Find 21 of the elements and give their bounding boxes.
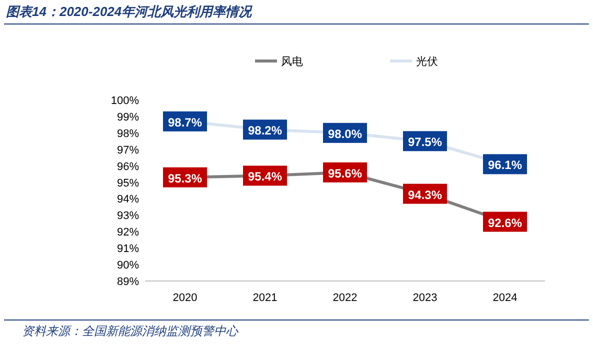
y-tick-label: 98%: [116, 128, 140, 140]
text: 资料来源：全国新能源消纳监测预警中心: [22, 324, 239, 338]
y-tick-label: 97%: [116, 144, 140, 156]
x-tick-label: 2020: [172, 292, 198, 304]
y-tick-label: 95%: [116, 177, 140, 190]
y-tick-label: 91%: [116, 243, 140, 256]
y-tick-label: 100%: [110, 95, 140, 107]
x-tick-label: 2024: [492, 292, 518, 304]
y-tick-label: 89%: [116, 276, 140, 288]
x-tick-label: 2023: [412, 292, 438, 304]
x-tick-label: 2022: [332, 292, 358, 304]
chart-title: 图表14：2020-2024年河北风光利用率情况: [6, 4, 253, 19]
legend-label: 光伏: [416, 55, 438, 68]
y-tick-label: 90%: [116, 260, 140, 272]
y-tick-label: 92%: [116, 226, 140, 239]
x-tick-label: 2021: [252, 292, 278, 304]
legend-label: 风电: [281, 55, 303, 68]
y-tick-label: 96%: [116, 160, 140, 173]
y-tick-label: 93%: [116, 210, 140, 222]
y-tick-label: 99%: [116, 111, 140, 124]
y-tick-label: 94%: [116, 194, 140, 206]
